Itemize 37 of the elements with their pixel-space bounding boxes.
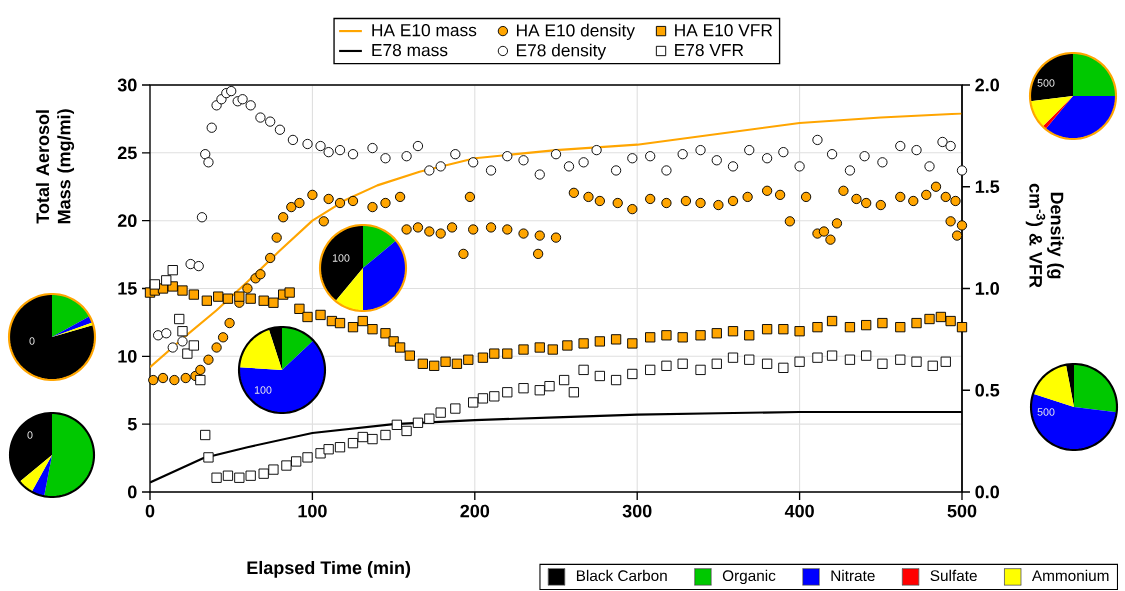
y-tick-label: 20 [117,214,137,228]
legend-label: Organic [722,569,776,585]
y2-tick-label: 1.5 [975,180,1000,194]
legend-label: HA E10 density [516,23,635,40]
y2-tick-label: 0.0 [975,485,999,499]
y-tick-label: 25 [117,146,137,160]
x-tick-label: 200 [460,504,490,518]
legend-label: HA E10 mass [372,24,477,37]
y2-tick-label: 1.0 [975,282,999,295]
legend-label: Ammonium [1031,569,1109,582]
x-tick-label: 500 [947,504,977,518]
y-tick-label: 30 [117,78,137,92]
legend-label: Nitrate [831,569,875,582]
text: 500 [1037,408,1055,416]
y2-tick-label: 2.0 [975,78,999,92]
text: 0 [29,337,35,345]
y-tick-label: 5 [127,417,137,431]
x-tick-label: 100 [298,504,327,518]
x-tick-label: 400 [784,504,814,518]
x-axis-title: Elapsed Time (min) [247,560,411,578]
x-tick-label: 0 [145,504,155,518]
legend-label: E78 density [516,43,607,60]
legend-label: E78 VFR [675,43,744,57]
legend-label: Sulfate [930,569,977,582]
y-axis-title: Total Aerosol Mass (mg/mi) [35,109,75,224]
x-tick-label: 300 [622,504,652,518]
text: 100 [254,386,272,394]
legend-label: Black Carbon [576,569,667,582]
y2-tick-label: 0.5 [975,383,1000,397]
text: 0 [27,431,33,439]
text: 500 [1037,79,1055,87]
legend-label: E78 mass [372,43,448,57]
y-tick-label: 10 [118,349,137,363]
y-tick-label: 15 [118,282,137,295]
y-tick-label: 0 [127,485,137,499]
text: 100 [332,254,350,262]
legend-label: HA E10 VFR [675,24,773,37]
